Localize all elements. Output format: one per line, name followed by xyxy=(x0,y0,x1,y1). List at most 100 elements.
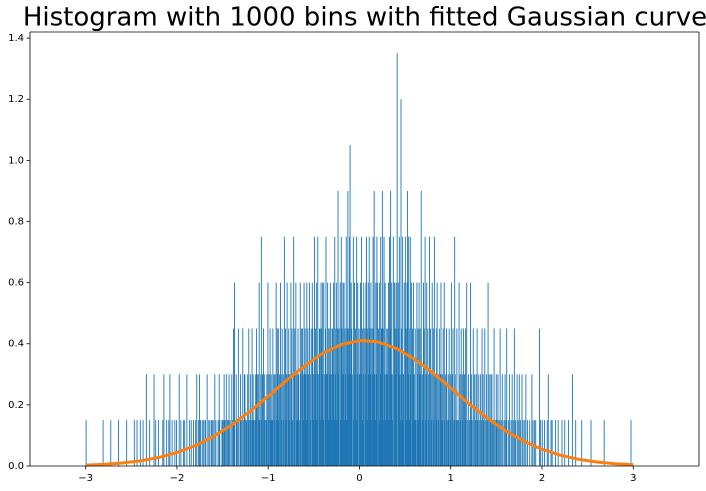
bar xyxy=(241,420,243,466)
bar xyxy=(331,420,332,466)
bar xyxy=(283,420,285,466)
bar xyxy=(518,374,520,466)
bar xyxy=(557,420,559,466)
x-tick-label: 0 xyxy=(356,473,362,484)
bar xyxy=(233,420,235,466)
bar xyxy=(441,420,442,466)
bar xyxy=(484,328,486,466)
bar xyxy=(327,420,329,466)
y-tick-label: 1.2 xyxy=(8,94,24,105)
bar xyxy=(262,374,263,466)
bar xyxy=(286,282,288,466)
bar xyxy=(442,328,444,466)
bar xyxy=(331,328,333,466)
bar xyxy=(475,374,477,466)
bar xyxy=(521,374,523,466)
bar xyxy=(547,374,549,466)
bar xyxy=(496,420,498,466)
bar xyxy=(301,328,303,466)
fitted-curve xyxy=(85,339,634,467)
bar xyxy=(332,328,333,466)
bar xyxy=(323,374,325,466)
bar xyxy=(341,328,343,466)
bar xyxy=(329,282,331,466)
bar xyxy=(221,420,223,466)
bar xyxy=(393,282,395,466)
bar xyxy=(337,190,339,467)
bar xyxy=(385,374,387,466)
bar xyxy=(367,328,369,466)
bar xyxy=(435,374,436,466)
bar xyxy=(272,328,274,466)
bar xyxy=(456,420,458,466)
bar xyxy=(401,328,402,466)
bar xyxy=(174,420,176,466)
bar xyxy=(450,282,452,466)
bar xyxy=(383,236,385,466)
bar xyxy=(321,328,323,466)
bar xyxy=(318,328,320,466)
bar xyxy=(452,374,453,466)
bar xyxy=(394,328,396,466)
bar xyxy=(418,420,419,466)
bar xyxy=(409,420,411,466)
bar xyxy=(364,328,366,466)
bar xyxy=(410,374,412,466)
bar xyxy=(303,420,304,466)
bar xyxy=(403,374,405,466)
bar xyxy=(344,328,346,466)
bar xyxy=(472,420,474,466)
bar xyxy=(371,328,373,466)
bar xyxy=(335,374,337,466)
bar xyxy=(212,420,214,466)
bar xyxy=(433,420,435,466)
bar xyxy=(195,420,197,466)
bar xyxy=(428,374,430,466)
bar xyxy=(378,328,379,466)
bar xyxy=(406,282,408,466)
bar xyxy=(450,420,452,466)
bar xyxy=(472,328,474,466)
bar xyxy=(405,328,407,466)
bar xyxy=(430,374,432,466)
bar xyxy=(268,420,269,466)
bar xyxy=(421,374,423,466)
bar xyxy=(337,328,338,466)
bar xyxy=(117,420,119,466)
bar xyxy=(395,282,397,466)
bar xyxy=(324,328,326,466)
bar xyxy=(209,420,211,466)
bar xyxy=(228,420,229,466)
bar xyxy=(481,328,483,466)
bar xyxy=(222,420,223,466)
bar xyxy=(512,420,514,466)
bar xyxy=(432,328,434,466)
bar xyxy=(409,236,411,466)
bar xyxy=(357,282,359,466)
bar xyxy=(408,236,410,466)
bar xyxy=(410,282,412,466)
bar xyxy=(525,374,527,466)
bar xyxy=(482,374,484,466)
bar xyxy=(168,420,170,466)
bar xyxy=(314,236,315,466)
bar xyxy=(350,374,352,466)
bar xyxy=(339,282,341,466)
bar xyxy=(274,374,276,466)
bar xyxy=(476,328,478,466)
bar xyxy=(364,374,366,466)
bar xyxy=(343,374,344,466)
bar xyxy=(258,282,260,466)
bar xyxy=(229,420,231,466)
bar xyxy=(551,420,553,466)
bar xyxy=(297,328,299,466)
bar xyxy=(368,236,370,466)
bar xyxy=(465,328,467,466)
bar xyxy=(219,420,221,466)
bar xyxy=(541,420,543,466)
bar xyxy=(422,420,424,466)
bar xyxy=(246,420,248,466)
bar xyxy=(374,420,376,466)
bar xyxy=(254,374,256,466)
bar xyxy=(375,374,377,466)
